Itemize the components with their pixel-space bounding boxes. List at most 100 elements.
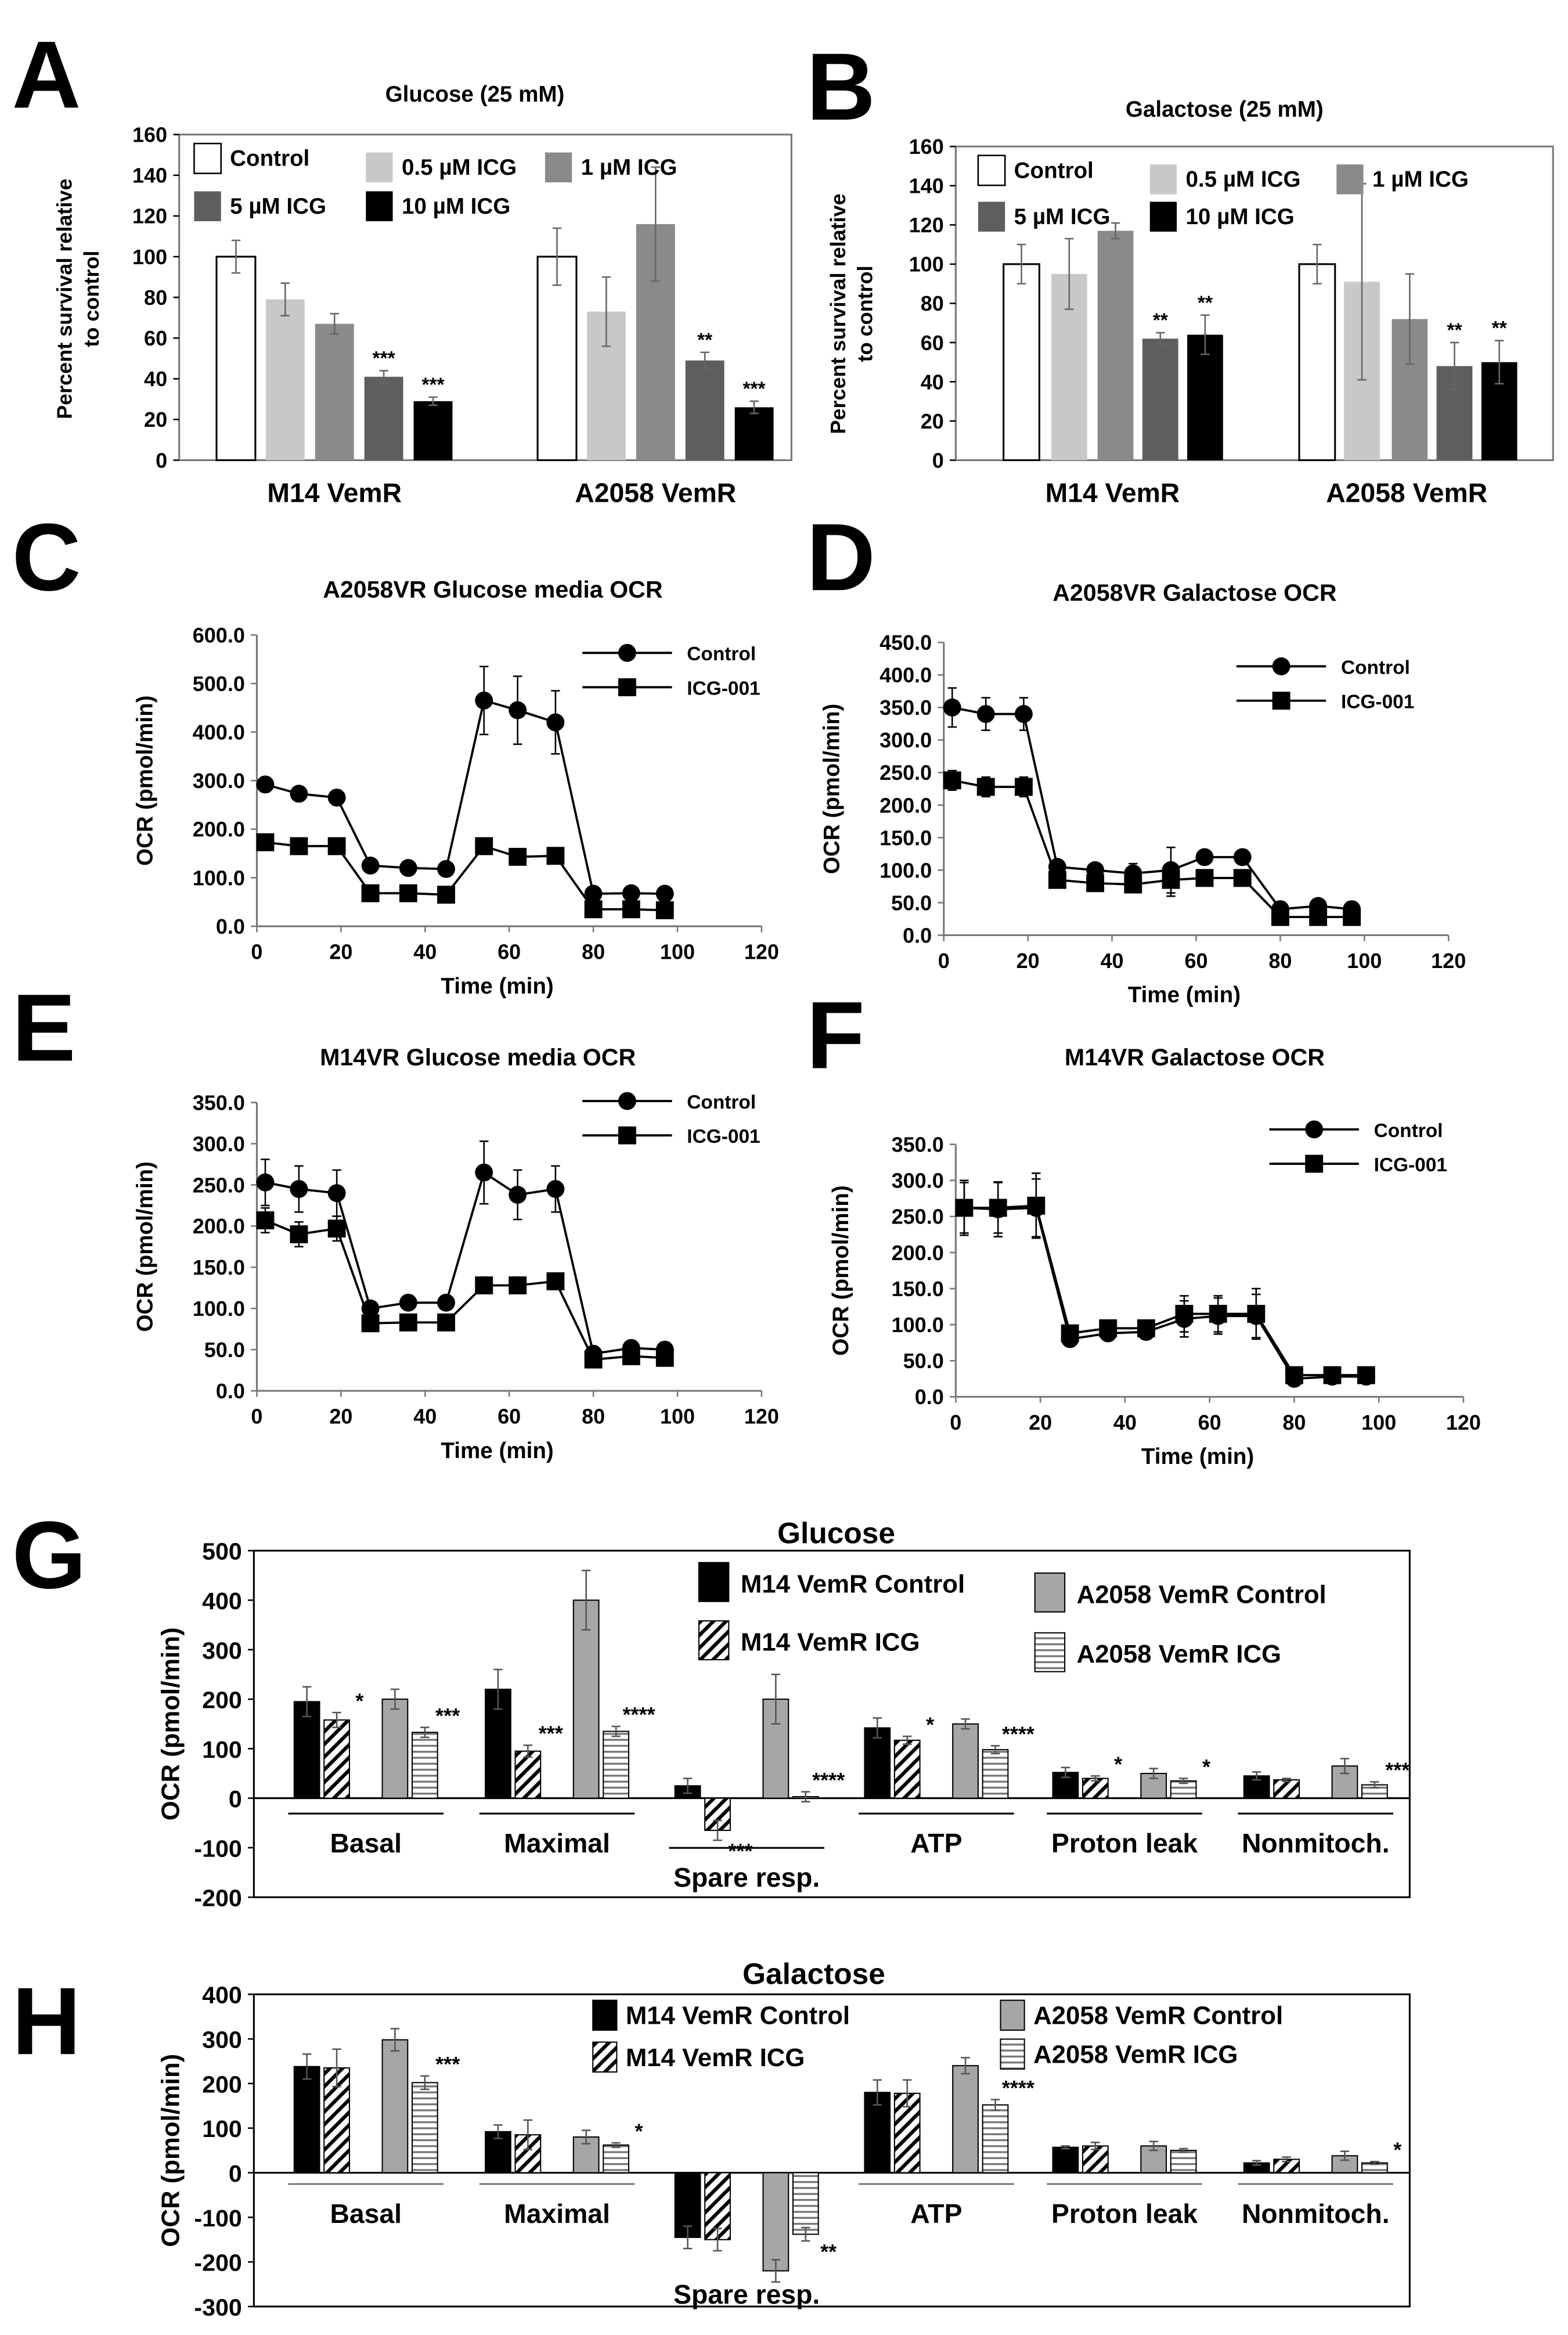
x-tick-label: 40 — [413, 1405, 437, 1429]
bar-ATP-2 — [952, 2065, 979, 2174]
y-axis-label: OCR (pmol/min) — [157, 1627, 185, 1820]
x-tick-label: 60 — [498, 1405, 521, 1429]
y-axis-label: OCR (pmol/min) — [132, 695, 157, 866]
data-point-Control — [475, 691, 493, 710]
significance-stars: **** — [812, 1768, 845, 1792]
chart-title: A2058VR Galactose OCR — [1052, 579, 1336, 606]
y-axis-label: OCR (pmol/min) — [828, 1185, 853, 1356]
bar-Maximal-3 — [603, 1730, 630, 1799]
significance-stars: *** — [1385, 1758, 1410, 1782]
significance-stars: ** — [697, 329, 712, 351]
data-point-Control — [399, 1293, 417, 1312]
y-axis-label: Percent survival relative — [826, 193, 850, 434]
y-tick-label: 200.0 — [193, 1214, 245, 1238]
y-tick-label: 200.0 — [193, 818, 245, 841]
data-point-ICG-001 — [509, 1276, 527, 1294]
group-label: Nonmitoch. — [1242, 1828, 1390, 1858]
y-tick-label: 350.0 — [193, 1091, 245, 1114]
data-point-ICG-001 — [1061, 1324, 1079, 1343]
data-point-ICG-001 — [1048, 870, 1066, 889]
y-tick-label: 0.0 — [903, 923, 932, 947]
series-line-Control — [964, 1206, 1367, 1380]
legend-label: 1 µM ICG — [1372, 167, 1469, 192]
y-tick-label: 120 — [132, 204, 167, 228]
x-tick-label: 20 — [1029, 1411, 1052, 1434]
legend-label: A2058 VemR Control — [1033, 2002, 1283, 2030]
x-axis-label: Time (min) — [1141, 1444, 1254, 1469]
x-tick-label: 80 — [1282, 1411, 1306, 1434]
legend-swatch — [366, 152, 393, 183]
chart-title: Galactose — [742, 1956, 885, 1990]
significance-stars: **** — [1002, 1722, 1034, 1746]
data-point-ICG-001 — [361, 1314, 380, 1333]
x-tick-label: 40 — [413, 940, 437, 964]
legend-label: 10 µM ICG — [402, 194, 510, 219]
legend-label: Control — [1374, 1120, 1443, 1142]
bar-M14-VemR-1 — [265, 299, 305, 460]
panel-H-chart: Galactose -300 -200 -100 0 100 200 300 400 OCR (p… — [157, 1956, 1411, 2320]
y-tick-label: 150.0 — [193, 1255, 245, 1279]
bar-Spareresp-3 — [792, 2172, 819, 2235]
bar-Maximal-2 — [572, 1599, 600, 1799]
y-axis-label: to control — [80, 251, 103, 347]
x-tick-label: 0 — [251, 1405, 262, 1429]
x-tick-label: 100 — [660, 940, 695, 964]
data-point-ICG-001 — [327, 837, 346, 855]
data-point-ICG-001 — [1014, 778, 1033, 796]
significance-stars: *** — [435, 2052, 460, 2076]
data-point-ICG-001 — [1175, 1305, 1194, 1323]
legend-swatch — [978, 202, 1005, 232]
y-tick-label: 100.0 — [193, 866, 245, 890]
data-point-Control — [1014, 705, 1033, 723]
y-tick-label: 140 — [132, 164, 167, 188]
y-tick-label: 50.0 — [204, 1338, 245, 1362]
y-tick-label: 0 — [156, 448, 167, 472]
panel-letter-H: H — [12, 1967, 81, 2074]
y-tick-label: 300.0 — [892, 1169, 944, 1193]
data-point-ICG-001 — [546, 1272, 565, 1290]
data-point-ICG-001 — [584, 1350, 603, 1369]
legend-swatch — [1000, 2038, 1025, 2070]
data-point-Control — [437, 1293, 455, 1312]
data-point-ICG-001 — [1285, 1366, 1303, 1384]
bar-M14-VemR-4 — [1187, 334, 1223, 460]
chart-title: Glucose — [777, 1516, 895, 1549]
panel-C-chart: A2058VR Glucose media OCR 0.0 100.0 200.0 30… — [132, 576, 779, 999]
y-tick-label: 350.0 — [892, 1132, 944, 1156]
legend-marker — [618, 1126, 636, 1145]
category-label: M14 VemR — [1046, 478, 1180, 508]
x-axis-label: Time (min) — [441, 1438, 553, 1463]
data-point-Control — [622, 884, 640, 902]
legend-label: 1 µM ICG — [581, 155, 677, 180]
x-tick-label: 80 — [1268, 949, 1292, 973]
data-point-ICG-001 — [943, 771, 961, 790]
series-line-ICG-001 — [964, 1204, 1367, 1377]
bar-A2058-VemR-0 — [1298, 263, 1336, 462]
data-point-Control — [584, 884, 603, 903]
chart-title: M14VR Glucose media OCR — [320, 1044, 636, 1070]
data-point-ICG-001 — [546, 847, 565, 865]
y-tick-label: 250.0 — [892, 1205, 944, 1229]
group-label: Proton leak — [1051, 1828, 1198, 1858]
legend-label: ICG-001 — [687, 1126, 760, 1147]
series-line-ICG-001 — [951, 779, 1352, 919]
significance-stars: * — [1114, 1753, 1122, 1776]
bar-Protonleak-1 — [1082, 2145, 1109, 2174]
significance-stars: **** — [622, 1703, 655, 1726]
y-tick-label: 160 — [132, 123, 167, 147]
x-tick-label: 20 — [329, 940, 352, 964]
y-tick-label: 200.0 — [879, 793, 932, 817]
y-tick-label: 300 — [202, 2027, 242, 2053]
bar-Basal-1 — [323, 1719, 350, 1799]
legend-label: 0.5 µM ICG — [402, 155, 517, 180]
data-point-ICG-001 — [290, 1225, 308, 1243]
significance-stars: *** — [743, 379, 766, 400]
data-point-Control — [546, 1180, 565, 1198]
category-label: A2058 VemR — [1326, 478, 1487, 508]
y-tick-label: 60 — [144, 326, 167, 350]
bar-M14-VemR-3 — [1142, 339, 1178, 460]
group-label: Spare resp. — [673, 2279, 820, 2309]
data-point-ICG-001 — [290, 837, 308, 855]
x-axis-label: Time (min) — [441, 974, 553, 999]
x-tick-label: 60 — [498, 940, 521, 964]
